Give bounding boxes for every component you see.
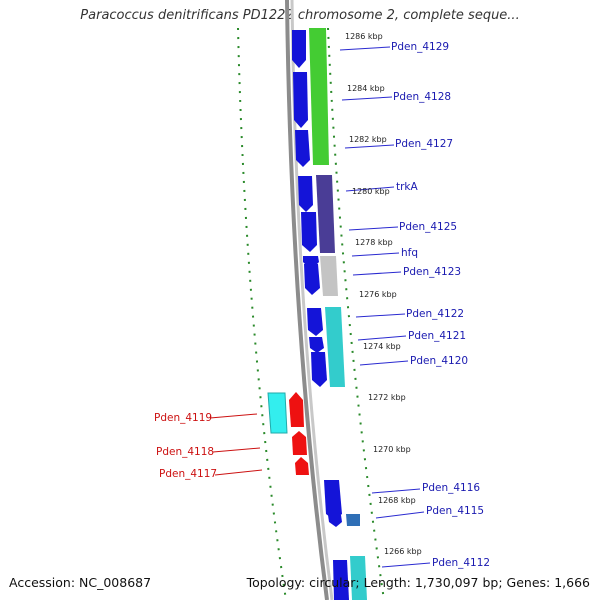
kbp-label: 1268 kbp — [378, 496, 416, 505]
green-feature-bar — [309, 28, 329, 165]
forward-gene-labels: Pden_4129 Pden_4128 Pden_4127 trkA Pden_… — [391, 41, 490, 569]
gene-label[interactable]: Pden_4118 — [156, 446, 214, 458]
gene-label[interactable]: Pden_4116 — [422, 482, 480, 494]
accession-text: Accession: NC_008687 — [9, 575, 152, 590]
kbp-label: 1284 kbp — [347, 84, 385, 93]
kbp-label: 1278 kbp — [355, 238, 393, 247]
gene-label[interactable]: trkA — [396, 181, 419, 193]
grey-feature-bar — [320, 256, 338, 296]
kbp-label: 1274 kbp — [363, 342, 401, 351]
kbp-label: 1270 kbp — [373, 445, 411, 454]
gene-label[interactable]: Pden_4117 — [159, 468, 217, 480]
kbp-label: 1280 kbp — [352, 187, 390, 196]
gene-label[interactable]: Pden_4125 — [399, 221, 457, 233]
label-connectors-forward — [339, 46, 431, 568]
outer-tick-ring-left — [237, 27, 287, 600]
map-title: Paracoccus denitrificans PD1222 chromoso… — [80, 8, 520, 23]
gene-label[interactable]: Pden_4115 — [426, 505, 484, 517]
cyan-reverse-feature — [267, 392, 288, 434]
outer-tick-ring-right — [327, 27, 385, 600]
gene-label[interactable]: Pden_4123 — [403, 266, 461, 278]
kbp-label: 1282 kbp — [349, 135, 387, 144]
reverse-cds — [267, 392, 309, 475]
gene-label[interactable]: hfq — [401, 247, 418, 259]
feature-track — [309, 28, 367, 600]
gene-label[interactable]: Pden_4122 — [406, 308, 464, 320]
gene-label[interactable]: Pden_4127 — [395, 138, 453, 150]
kbp-label: 1272 kbp — [368, 393, 406, 402]
cyan-feature-bar — [325, 307, 345, 387]
kbp-labels: 1286 kbp 1284 kbp 1282 kbp 1280 kbp 1278… — [345, 32, 422, 556]
label-connectors-reverse — [209, 413, 263, 476]
reverse-gene-labels: Pden_4119 Pden_4118 Pden_4117 — [154, 412, 217, 480]
gene-label[interactable]: Pden_4112 — [432, 557, 490, 569]
kbp-label: 1286 kbp — [345, 32, 383, 41]
backbone-inner — [285, 0, 329, 600]
genome-stats-text: Topology: circular; Length: 1,730,097 bp… — [246, 575, 590, 590]
kbp-label: 1266 kbp — [384, 547, 422, 556]
gene-label[interactable]: Pden_4129 — [391, 41, 449, 53]
kbp-label: 1276 kbp — [359, 290, 397, 299]
cyan-feature-bottom — [350, 556, 367, 600]
gene-label[interactable]: Pden_4120 — [410, 355, 468, 367]
gene-label[interactable]: Pden_4121 — [408, 330, 466, 342]
purple-feature-bar — [316, 175, 335, 253]
small-blue-feature — [346, 514, 360, 526]
gene-label[interactable]: Pden_4119 — [154, 412, 212, 424]
gene-label[interactable]: Pden_4128 — [393, 91, 451, 103]
forward-cds — [292, 30, 349, 600]
